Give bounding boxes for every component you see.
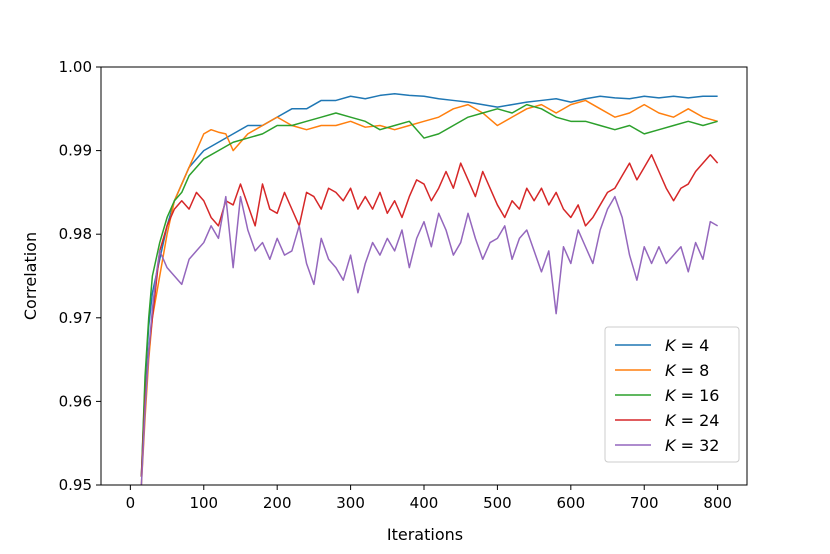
legend: K = 4 K = 8 K = 16 K = 24 K = 32 — [604, 326, 740, 463]
legend-label-2: K = 8 — [665, 361, 709, 380]
axes: 0 100 200 300 400 500 600 700 800 0.95 0.96 0.97 0.9… — [59, 58, 748, 512]
y-tick-label: 0.96 — [59, 392, 92, 410]
x-tick-label: 800 — [703, 494, 732, 512]
x-axis-label: Iterations — [387, 525, 463, 544]
legend-label-3: K = 16 — [665, 386, 719, 405]
x-tick-label: 500 — [483, 494, 512, 512]
x-tick-label: 100 — [189, 494, 218, 512]
x-tick-label: 600 — [556, 494, 585, 512]
y-tick-label: 0.98 — [59, 225, 92, 243]
series-lines — [140, 93, 719, 485]
series-line-3 — [140, 103, 718, 477]
legend-label-1: K = 4 — [665, 336, 709, 355]
x-tick-label: 0 — [126, 494, 136, 512]
x-tick-label: 300 — [336, 494, 365, 512]
series-line-5 — [140, 195, 719, 485]
y-tick-label: 0.97 — [59, 309, 92, 327]
legend-box — [604, 326, 740, 463]
y-tick-label: 0.99 — [59, 142, 92, 160]
plot-area — [140, 93, 719, 485]
legend-label-5: K = 32 — [665, 436, 719, 455]
x-tick-label: 400 — [410, 494, 439, 512]
y-tick-label: 1.00 — [59, 58, 92, 76]
y-axis-label: Correlation — [21, 232, 40, 320]
x-tick-label: 200 — [263, 494, 292, 512]
legend-label-4: K = 24 — [665, 411, 719, 430]
y-tick-label: 0.95 — [59, 476, 92, 494]
x-tick-label: 700 — [630, 494, 659, 512]
